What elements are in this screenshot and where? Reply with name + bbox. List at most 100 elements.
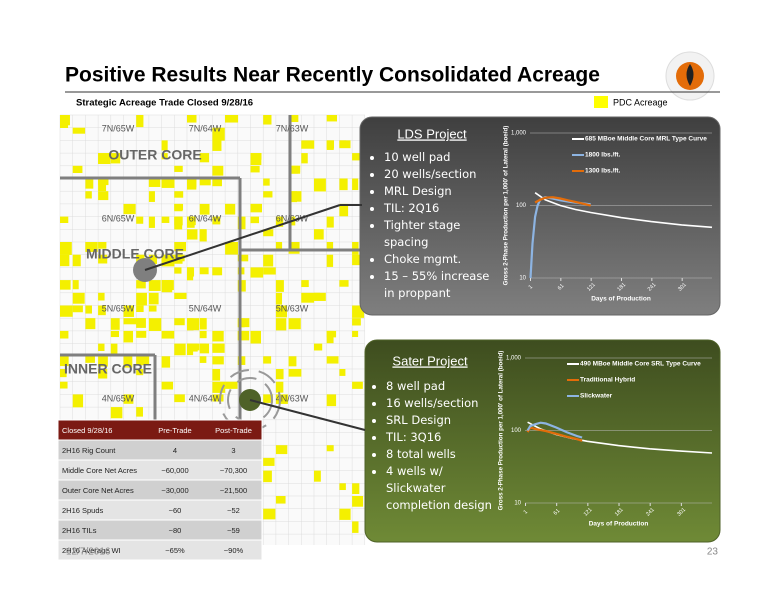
y-tick-label: 100 — [511, 428, 522, 434]
table-row — [57, 539, 263, 561]
acreage-patch — [237, 280, 246, 292]
table-cell: ~65% — [165, 546, 185, 555]
acreage-patch — [174, 203, 183, 212]
acreage-patch — [136, 216, 144, 224]
acreage-patch — [187, 178, 197, 190]
acreage-patch — [275, 292, 283, 305]
table-cell: ~80 — [169, 526, 182, 535]
legend-label: 490 MBoe Middle Core SRL Type Curve — [580, 361, 701, 368]
table-cell: ~60 — [169, 506, 182, 515]
acreage-patch — [98, 305, 106, 316]
acreage-patch — [60, 242, 72, 255]
bullet: TIL: 2Q16 — [384, 200, 494, 217]
acreage-patch — [136, 292, 147, 306]
bullet-list: 10 well pad20 wells/sectionMRL DesignTIL… — [366, 149, 494, 302]
bullet: 15 – 55% increase in proppant — [384, 268, 494, 302]
acreage-patch — [85, 318, 96, 330]
acreage-patch — [275, 496, 286, 504]
acreage-patch — [212, 178, 222, 187]
township-label: 5N/64W — [189, 303, 222, 313]
acreage-patch — [60, 216, 69, 223]
connector — [249, 399, 366, 431]
township-label: 7N/64W — [189, 123, 222, 133]
acreage-patch — [60, 305, 71, 313]
acreage-patch — [60, 369, 67, 378]
panel-title: Sater Project — [392, 353, 468, 368]
acreage-patch — [288, 115, 299, 123]
acreage-patch — [98, 153, 111, 165]
acreage-patch — [85, 305, 92, 314]
lds-panel — [359, 116, 721, 316]
acreage-patch — [174, 216, 183, 230]
x-tick-label: 241 — [645, 507, 656, 518]
x-tick-label: 241 — [647, 282, 658, 293]
acreage-patch — [161, 178, 169, 187]
acreage-patch — [136, 254, 145, 262]
table-cell: 2H16 Rig Count — [62, 446, 116, 455]
acreage-patch — [225, 203, 233, 213]
acreage-patch — [199, 153, 210, 163]
acreage-patch — [225, 381, 238, 389]
acreage-patch — [187, 216, 196, 226]
acreage-patch — [60, 381, 68, 389]
acreage-patch — [352, 330, 359, 337]
logo — [665, 51, 715, 101]
acreage-patch — [212, 381, 226, 393]
acreage-patch — [275, 318, 287, 331]
acreage-patch — [326, 254, 334, 267]
acreage-patch — [263, 254, 274, 267]
x-tick-label: 61 — [553, 508, 562, 517]
acreage-patch — [275, 381, 284, 393]
y-tick-label: 100 — [516, 203, 527, 209]
series-line — [526, 426, 583, 442]
acreage-patch — [98, 178, 107, 192]
y-tick-label: 10 — [514, 501, 521, 507]
acreage-patch — [314, 229, 324, 240]
acreage-patch — [352, 381, 363, 389]
acreage-patch — [301, 140, 315, 149]
acreage-patch — [187, 115, 197, 123]
acreage-patch — [352, 521, 359, 533]
acreage-patch — [148, 280, 161, 291]
acreage-patch — [263, 229, 274, 237]
acreage-patch — [212, 127, 225, 141]
acreage-patch — [212, 140, 222, 151]
township-label: 4N/64W — [189, 393, 222, 403]
acreage-patch — [339, 203, 349, 217]
acreage-patch — [60, 330, 69, 339]
acreage-patch — [187, 267, 194, 281]
acreage-patch — [148, 292, 159, 305]
acreage-patch — [174, 343, 186, 356]
acreage-patch — [301, 280, 309, 288]
acreage-patch — [110, 343, 118, 355]
acreage-patch — [72, 254, 81, 267]
table-cell: ~70,300 — [220, 466, 247, 475]
acreage-patch — [314, 292, 321, 301]
acreage-patch — [275, 242, 283, 252]
acreage-patch — [275, 394, 288, 404]
sater-panel — [364, 339, 721, 543]
series-line — [534, 192, 713, 229]
acreage-patch — [136, 305, 144, 313]
acreage-patch — [187, 343, 194, 356]
y-axis-label: Gross 2-Phase Production per 1,000' of L… — [503, 126, 510, 286]
township-label: 6N/64W — [189, 213, 222, 223]
acreage-patch — [72, 280, 79, 290]
acreage-patch — [352, 178, 359, 191]
slide-title: Positive Results Near Recently Consolida… — [65, 64, 600, 87]
township-label: 7N/63W — [276, 123, 309, 133]
acreage-patch — [98, 242, 107, 249]
acreage-patch — [85, 242, 96, 252]
acreage-patch — [263, 356, 272, 364]
acreage-patch — [148, 318, 162, 331]
acreage-patch — [326, 394, 337, 407]
trade-table: Closed 9/28/16 Pre-Trade Post-Trade 2H16 Ri… — [57, 419, 263, 561]
acreage-patch — [212, 394, 224, 402]
table-cell: ~52 — [227, 506, 240, 515]
acreage-patch — [123, 318, 137, 325]
acreage-patch — [98, 343, 105, 352]
acreage-patch — [288, 369, 302, 377]
acreage-patch — [174, 242, 187, 252]
acreage-patch — [339, 140, 351, 149]
acreage-patch — [212, 165, 224, 176]
